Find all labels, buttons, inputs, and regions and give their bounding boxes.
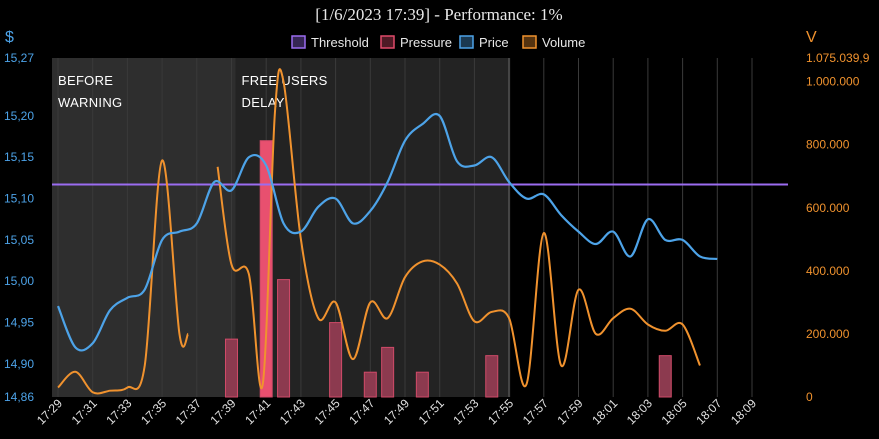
series-lines	[52, 68, 788, 395]
y-right-tick-label: 0	[806, 390, 813, 404]
annotation-label: WARNING	[58, 95, 122, 110]
legend-item[interactable]: Threshold	[291, 35, 369, 50]
annotation-label: BEFORE	[58, 73, 113, 88]
pressure-bar	[225, 338, 238, 398]
legend-label: Pressure	[400, 35, 452, 50]
legend-label: Threshold	[311, 35, 369, 50]
pressure-bar	[277, 279, 291, 398]
x-tick-label: 17:39	[207, 396, 238, 427]
chart-title: [1/6/2023 17:39] - Performance: 1%	[315, 5, 562, 24]
y-left-tick-label: 14,90	[4, 357, 34, 371]
y-right-tick-label: 200.000	[806, 327, 850, 341]
pressure-bar	[363, 371, 377, 398]
y-left-tick-label: 15,27	[4, 51, 34, 65]
y-right-tick-label: 400.000	[806, 264, 850, 278]
y-left-tick-label: 15,10	[4, 192, 34, 206]
x-tick-label: 17:31	[69, 396, 100, 427]
y-left-tick-label: 15,20	[4, 109, 34, 123]
y-left-tick-label: 15,15	[4, 150, 34, 164]
x-tick-label: 17:43	[277, 396, 308, 427]
volume-line	[57, 159, 190, 395]
pressure-bar	[658, 355, 672, 398]
price-line	[56, 112, 718, 352]
legend-label: Volume	[542, 35, 585, 50]
legend-item[interactable]: Price	[459, 35, 509, 50]
x-tick-label: 17:53	[450, 396, 481, 427]
annotation-region	[52, 58, 236, 397]
grid-layer	[57, 58, 753, 397]
x-tick-label: 17:41	[242, 396, 273, 427]
legend-swatch	[459, 35, 474, 49]
x-tick-label: 18:01	[589, 396, 620, 427]
legend-swatch	[380, 35, 395, 49]
x-tick-label: 17:55	[485, 396, 516, 427]
x-tick-label: 17:35	[138, 396, 169, 427]
y-right-tick-label: 1.000.000	[806, 75, 860, 89]
x-tick-label: 18:05	[659, 396, 690, 427]
legend-item[interactable]: Pressure	[380, 35, 452, 50]
y-left-tick-label: 14,86	[4, 390, 34, 404]
legend-swatch	[522, 35, 537, 49]
y-right-tick-label: 1.075.039,9	[806, 51, 870, 65]
y-right-tick-label: 800.000	[806, 138, 850, 152]
y-right-unit: V	[806, 29, 817, 46]
x-tick-label: 17:57	[520, 396, 551, 427]
x-tick-label: 17:29	[34, 396, 65, 427]
legend-swatch	[291, 35, 306, 49]
pressure-bar	[485, 355, 499, 398]
x-tick-label: 18:03	[624, 396, 655, 427]
annotation-label: DELAY	[242, 95, 285, 110]
pressure-bar	[381, 346, 395, 398]
pressure-bar	[329, 322, 343, 398]
x-tick-label: 17:59	[554, 396, 585, 427]
x-tick-label: 17:51	[416, 396, 447, 427]
x-tick-label: 17:49	[381, 396, 412, 427]
x-tick-label: 17:33	[103, 396, 134, 427]
volume-line	[216, 68, 701, 390]
y-right-tick-label: 600.000	[806, 201, 850, 215]
x-tick-label: 18:09	[728, 396, 759, 427]
x-tick-label: 18:07	[693, 396, 724, 427]
x-tick-label: 17:37	[173, 396, 204, 427]
annotation-layer: BEFORE WARNING FREE USERS DELAY	[58, 73, 328, 110]
pressure-bar	[259, 140, 273, 398]
y-left-tick-label: 15,05	[4, 233, 34, 247]
legend: Threshold Pressure Price Volume	[291, 35, 585, 50]
pressure-bar	[415, 371, 429, 398]
x-tick-label: 17:47	[346, 396, 377, 427]
y-left-unit: $	[5, 29, 14, 46]
y-left-tick-label: 15,00	[4, 274, 34, 288]
y-left-tick-label: 14,95	[4, 316, 34, 330]
pressure-bars	[225, 140, 672, 398]
legend-label: Price	[479, 35, 509, 50]
annotation-label: FREE USERS	[242, 73, 328, 88]
x-tick-label: 17:45	[312, 396, 343, 427]
legend-item[interactable]: Volume	[522, 35, 585, 50]
